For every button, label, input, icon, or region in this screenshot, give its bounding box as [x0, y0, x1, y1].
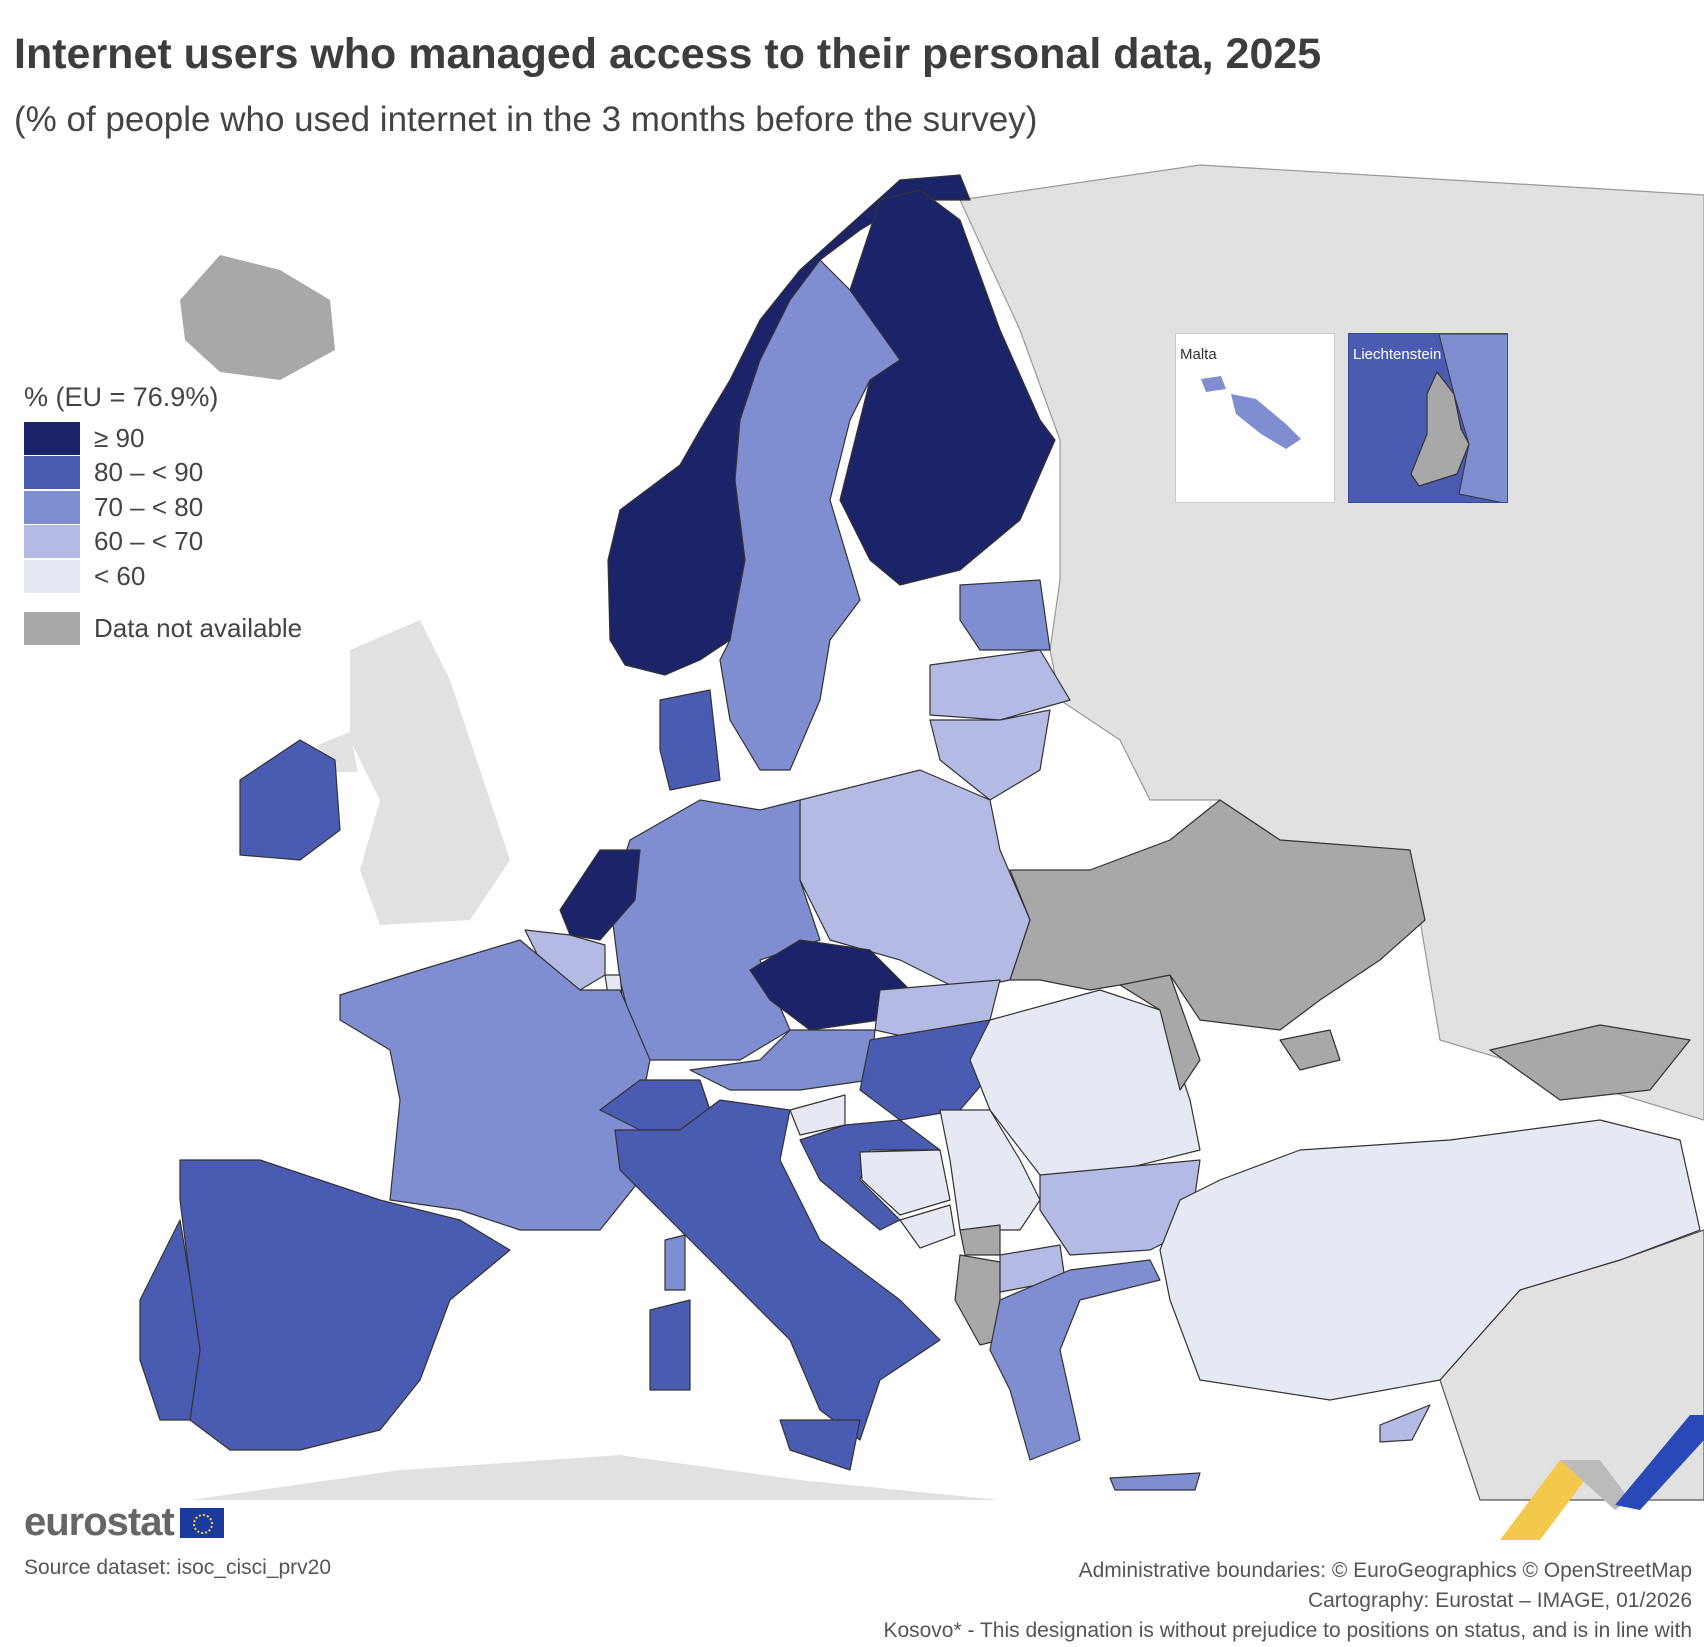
country-italy-sicily[interactable]	[779, 1419, 861, 1471]
inset-label-malta: Malta	[1180, 346, 1217, 363]
country-bulgaria[interactable]	[1039, 1159, 1201, 1256]
logo-text: eurostat	[24, 1500, 175, 1544]
liechtenstein-inset: Liechtenstein	[1348, 333, 1508, 503]
legend-label: < 60	[94, 560, 146, 591]
country-ukraine[interactable]	[1009, 799, 1426, 1031]
great-britain	[350, 620, 510, 925]
country-liechtenstein[interactable]	[1410, 370, 1470, 487]
country-malta-main[interactable]	[1231, 394, 1301, 449]
country-denmark[interactable]	[659, 689, 721, 791]
legend-label: ≥ 90	[94, 422, 145, 453]
country-montenegro[interactable]	[899, 1204, 956, 1249]
country-iceland[interactable]	[180, 255, 335, 380]
malta-inset: Malta	[1175, 333, 1335, 503]
legend-item: 80 – < 90	[24, 456, 302, 491]
legend-item: 70 – < 80	[24, 490, 302, 525]
country-france-corsica[interactable]	[664, 1234, 686, 1291]
map-title: Internet users who managed access to the…	[14, 30, 1322, 78]
country-georgia[interactable]	[1489, 1024, 1691, 1101]
country-greece-crete[interactable]	[1109, 1472, 1201, 1491]
legend-item: < 60	[24, 559, 302, 594]
country-lithuania[interactable]	[929, 709, 1051, 801]
country-sweden[interactable]	[719, 259, 901, 771]
country-latvia[interactable]	[929, 649, 1071, 721]
kosovo-note: Kosovo* - This designation is without pr…	[883, 1619, 1692, 1642]
inset-label-liechtenstein: Liechtenstein	[1353, 346, 1442, 363]
country-italy[interactable]	[614, 1099, 941, 1441]
legend-title: % (EU = 76.9%)	[24, 382, 219, 412]
legend-label: 80 – < 90	[94, 457, 204, 488]
country-turkiye[interactable]	[1159, 1119, 1701, 1401]
country-serbia[interactable]	[939, 1109, 1041, 1231]
eu-flag-icon	[179, 1507, 224, 1538]
country-malta[interactable]	[1201, 376, 1226, 392]
legend-item-na: Data not available	[24, 612, 302, 647]
boundaries-credit: Administrative boundaries: © EuroGeograp…	[1078, 1559, 1692, 1582]
legend-swatch	[24, 456, 80, 490]
country-portugal[interactable]	[139, 1219, 201, 1421]
country-kosovo[interactable]	[959, 1224, 1001, 1256]
country-greece[interactable]	[989, 1259, 1161, 1461]
legend-label: Data not available	[94, 613, 303, 644]
country-bosnia-herzegovina[interactable]	[859, 1149, 951, 1216]
country-albania[interactable]	[954, 1254, 1001, 1346]
eurostat-corner-graphic	[1500, 1415, 1704, 1540]
legend-item: 60 – < 70	[24, 525, 302, 560]
map-subtitle: (% of people who used internet in the 3 …	[14, 100, 1038, 139]
legend-swatch	[24, 490, 80, 524]
country-ireland[interactable]	[239, 739, 341, 861]
country-cyprus[interactable]	[1379, 1404, 1431, 1443]
map-legend: % (EU = 76.9%) ≥ 90 80 – < 90 70 – < 80 …	[24, 382, 302, 646]
liechtenstein-map	[1349, 334, 1507, 502]
legend-swatch	[24, 559, 80, 593]
credits: Administrative boundaries: © EuroGeograp…	[883, 1556, 1692, 1646]
country-germany[interactable]	[609, 799, 821, 1061]
country-austria[interactable]	[689, 1029, 876, 1091]
malta-map	[1201, 376, 1301, 449]
north-africa-region	[190, 1455, 1000, 1500]
country-romania[interactable]	[969, 989, 1201, 1176]
country-norway[interactable]	[607, 174, 971, 676]
cartography-credit: Cartography: Eurostat – IMAGE, 01/2026	[1307, 1589, 1692, 1612]
crimea-region[interactable]	[1279, 1029, 1341, 1071]
eurostat-logo: eurostat	[24, 1500, 224, 1545]
legend-swatch	[24, 612, 80, 646]
legend-label: 60 – < 70	[94, 526, 204, 557]
legend-swatch	[24, 525, 80, 559]
source-dataset: Source dataset: isoc_cisci_prv20	[24, 1556, 331, 1579]
country-finland[interactable]	[839, 189, 1056, 586]
country-france[interactable]	[339, 939, 651, 1231]
legend-swatch	[24, 421, 80, 455]
legend-label: 70 – < 80	[94, 491, 204, 522]
legend-item: ≥ 90	[24, 421, 302, 456]
country-estonia[interactable]	[959, 579, 1051, 651]
country-italy-sardinia[interactable]	[649, 1299, 691, 1391]
